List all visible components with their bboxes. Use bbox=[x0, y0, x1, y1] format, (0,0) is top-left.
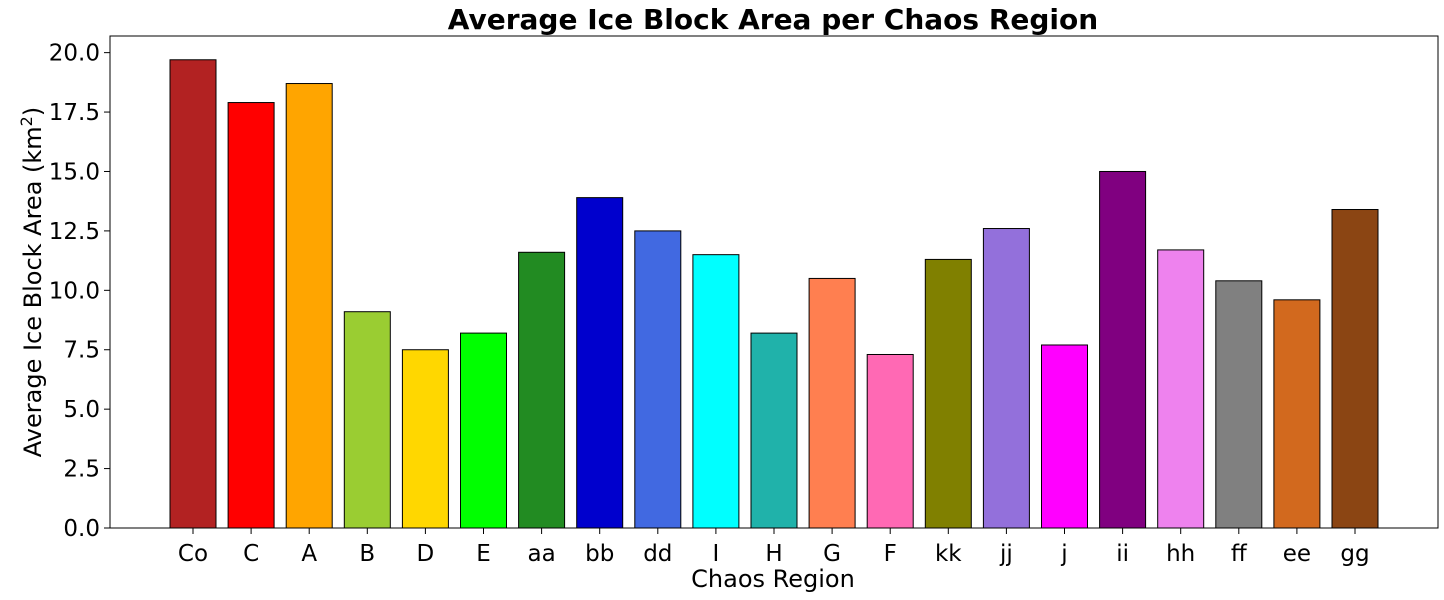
y-tick-label: 17.5 bbox=[49, 100, 100, 126]
bar-H bbox=[750, 332, 798, 529]
bars-group bbox=[169, 59, 1379, 529]
bar-I bbox=[692, 254, 740, 529]
bar-Co bbox=[169, 59, 217, 529]
x-tick-label: A bbox=[301, 541, 317, 567]
x-tick-label: bb bbox=[585, 541, 614, 567]
x-tick-label: gg bbox=[1340, 541, 1369, 567]
x-tick-label: C bbox=[243, 541, 259, 567]
y-tick-label: 0.0 bbox=[63, 516, 100, 542]
x-tick-label: kk bbox=[935, 541, 962, 567]
bar-ff bbox=[1215, 280, 1263, 529]
bar-aa bbox=[518, 251, 566, 529]
bar-G bbox=[808, 277, 856, 529]
y-tick-label: 15.0 bbox=[49, 159, 100, 185]
bar-E bbox=[460, 332, 507, 529]
y-axis-label-main: Average Ice Block Area (km bbox=[19, 126, 47, 457]
x-tick-label: D bbox=[417, 541, 435, 567]
x-tick-label: j bbox=[1060, 541, 1067, 567]
y-tick-label: 12.5 bbox=[49, 219, 100, 245]
chart-title: Average Ice Block Area per Chaos Region bbox=[448, 3, 1098, 36]
x-tick-label: dd bbox=[643, 541, 672, 567]
x-tick-label: ii bbox=[1116, 541, 1129, 567]
x-tick-label: B bbox=[359, 541, 375, 567]
y-tick-label: 5.0 bbox=[63, 397, 100, 423]
x-tick-label: hh bbox=[1166, 541, 1195, 567]
bar-gg bbox=[1331, 209, 1379, 529]
x-tick-label: aa bbox=[527, 541, 555, 567]
y-tick-label: 20.0 bbox=[49, 41, 100, 67]
plot-frame bbox=[109, 35, 1439, 529]
bar-B bbox=[343, 311, 391, 529]
y-axis-label: Average Ice Block Area (km2) bbox=[17, 107, 48, 457]
bar-F bbox=[866, 353, 914, 529]
x-tick-label: ee bbox=[1283, 541, 1311, 567]
x-tick-label: F bbox=[884, 541, 897, 567]
y-axis: 0.0 2.5 5.0 7.5 10.0 12.5 15.0 17.5 20.0 bbox=[49, 41, 110, 542]
bar-A bbox=[285, 83, 333, 529]
bar-bb bbox=[576, 197, 624, 529]
x-tick-label: Co bbox=[178, 541, 208, 567]
y-tick-label: 10.0 bbox=[49, 278, 100, 304]
bar-hh bbox=[1157, 249, 1205, 529]
y-tick-label: 7.5 bbox=[63, 338, 100, 364]
x-tick-label: E bbox=[476, 541, 491, 567]
bar-D bbox=[401, 349, 449, 529]
x-tick-label: jj bbox=[999, 541, 1013, 567]
x-tick-label: H bbox=[765, 541, 782, 567]
bar-ii bbox=[1099, 170, 1147, 529]
x-tick-label: G bbox=[823, 541, 841, 567]
y-tick-label: 2.5 bbox=[63, 457, 100, 483]
bar-jj bbox=[982, 228, 1030, 529]
bar-C bbox=[227, 102, 275, 529]
x-tick-label: ff bbox=[1231, 541, 1248, 567]
bar-j bbox=[1041, 344, 1088, 529]
bar-ee bbox=[1273, 299, 1321, 529]
y-axis-label-superscript: 2 bbox=[17, 116, 36, 126]
x-tick-label: I bbox=[713, 541, 720, 567]
x-axis-label: Chaos Region bbox=[691, 565, 855, 593]
bar-dd bbox=[634, 230, 682, 529]
bar-kk bbox=[924, 258, 972, 529]
y-axis-label-close: ) bbox=[19, 107, 47, 116]
